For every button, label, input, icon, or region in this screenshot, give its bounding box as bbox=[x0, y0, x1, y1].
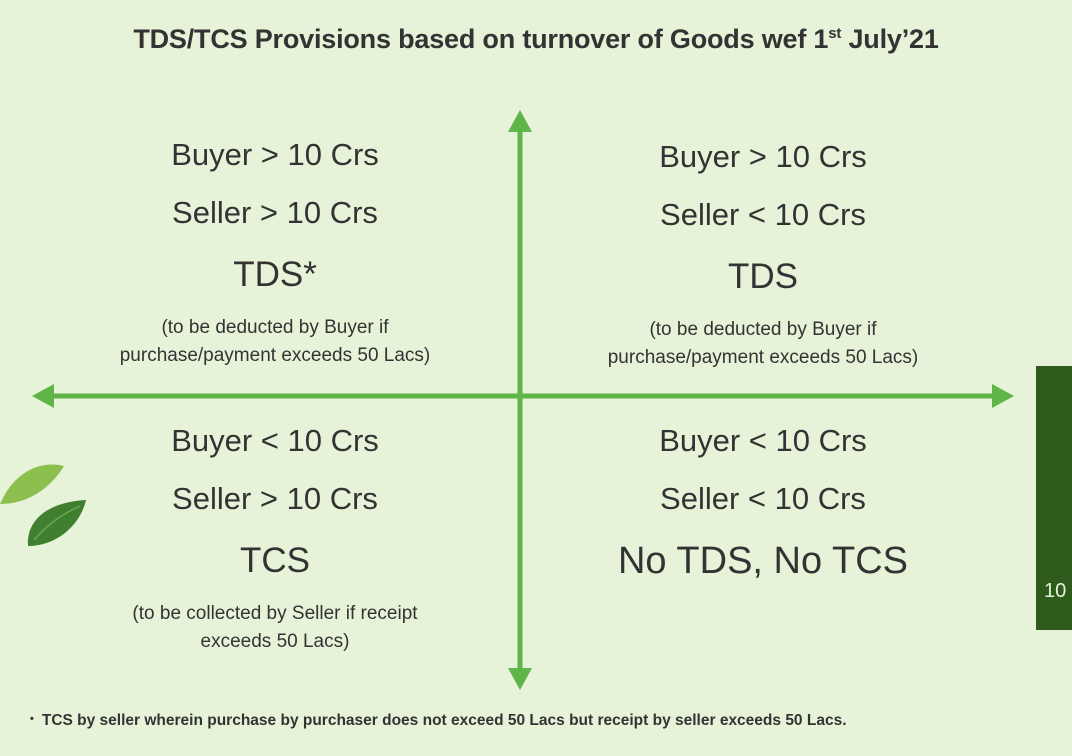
title-suffix: July’21 bbox=[841, 24, 939, 54]
note-line-1: (to be collected by Seller if receipt bbox=[132, 603, 418, 624]
note-line-2: exceeds 50 Lacs) bbox=[200, 631, 350, 652]
tax-note: (to be collected by Seller if receipt ex… bbox=[40, 600, 510, 656]
arrow-right-icon bbox=[992, 384, 1014, 408]
light-leaf-icon bbox=[0, 464, 64, 504]
seller-condition: Seller > 10 Crs bbox=[172, 195, 378, 230]
seller-condition: Seller < 10 Crs bbox=[660, 481, 866, 516]
tax-label: No TDS, No TCS bbox=[617, 540, 908, 582]
note-line-2: purchase/payment exceeds 50 Lacs) bbox=[607, 347, 919, 368]
tax-label: TCS bbox=[240, 541, 310, 580]
arrow-up-icon bbox=[508, 110, 532, 132]
title-main: TDS/TCS Provisions based on turnover of … bbox=[133, 24, 829, 54]
footnote-text: TCS by seller wherein purchase by purcha… bbox=[41, 712, 847, 729]
tax-note: (to be deducted by Buyer if purchase/pay… bbox=[528, 316, 998, 372]
dark-leaf-icon bbox=[27, 500, 87, 546]
note-line-1: (to be deducted by Buyer if bbox=[161, 317, 389, 338]
arrow-left-icon bbox=[32, 384, 54, 408]
quadrant-bottom-right: Buyer < 10 Crs Seller < 10 Crs No TDS, N… bbox=[528, 412, 998, 594]
buyer-condition: Buyer < 10 Crs bbox=[659, 423, 867, 458]
quadrant-bottom-left: Buyer < 10 Crs Seller > 10 Crs TCS (to b… bbox=[40, 412, 510, 656]
note-line-1: (to be deducted by Buyer if bbox=[649, 319, 877, 340]
footnote: • TCS by seller wherein purchase by purch… bbox=[30, 712, 1070, 730]
footnote-bullet: • bbox=[30, 713, 34, 725]
buyer-condition: Buyer < 10 Crs bbox=[171, 423, 379, 458]
arrow-down-icon bbox=[508, 668, 532, 690]
tax-label: TDS* bbox=[233, 255, 317, 294]
title-superscript: st bbox=[828, 25, 842, 42]
side-panel: 10 bbox=[1036, 366, 1072, 630]
quadrant-top-right: Buyer > 10 Crs Seller < 10 Crs TDS (to b… bbox=[528, 128, 998, 372]
buyer-condition: Buyer > 10 Crs bbox=[171, 137, 379, 172]
quadrant-top-left: Buyer > 10 Crs Seller > 10 Crs TDS* (to … bbox=[40, 126, 510, 370]
buyer-condition: Buyer > 10 Crs bbox=[659, 139, 867, 174]
seller-condition: Seller > 10 Crs bbox=[172, 481, 378, 516]
page-title: TDS/TCS Provisions based on turnover of … bbox=[0, 24, 1072, 55]
tax-note: (to be deducted by Buyer if purchase/pay… bbox=[40, 314, 510, 370]
leaf-decoration-icon bbox=[0, 464, 87, 546]
leaf-vein-icon bbox=[33, 505, 81, 541]
seller-condition: Seller < 10 Crs bbox=[660, 197, 866, 232]
side-panel-text: 10 bbox=[1044, 580, 1067, 602]
tax-label: TDS bbox=[728, 257, 798, 296]
note-line-2: purchase/payment exceeds 50 Lacs) bbox=[119, 345, 431, 366]
